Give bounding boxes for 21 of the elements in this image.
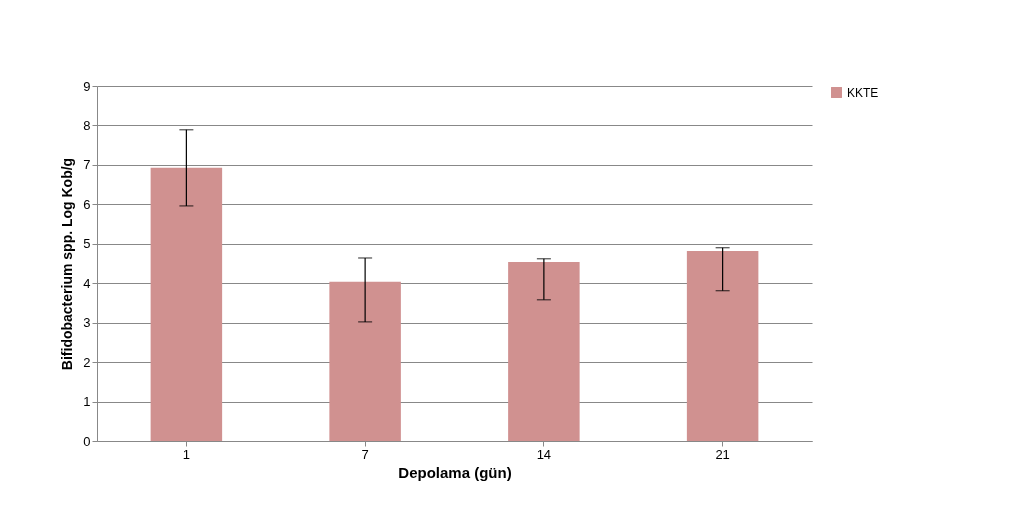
x-tick-label: 14 — [536, 446, 552, 462]
y-tick-label: 7 — [83, 157, 91, 173]
x-tick-label: 21 — [715, 446, 730, 462]
y-tick-label: 2 — [83, 354, 91, 370]
bar — [686, 250, 759, 441]
y-axis-title: Bifidobacterium spp. Log Kob/g — [59, 157, 76, 371]
y-tick-label: 1 — [83, 394, 91, 410]
x-axis-title: Depolama (gün) — [398, 463, 512, 481]
y-tick-label: 5 — [83, 236, 91, 252]
bar — [508, 261, 580, 441]
y-tick-label: 3 — [83, 315, 91, 331]
bar — [329, 281, 401, 441]
y-tick-label: 4 — [83, 275, 91, 291]
y-tick-label: 8 — [83, 117, 91, 133]
bar — [150, 167, 223, 441]
legend-label: KKTE — [847, 85, 879, 100]
y-tick-label: 0 — [83, 433, 91, 449]
y-tick-label: 9 — [83, 78, 91, 94]
y-tick-label: 6 — [83, 196, 91, 212]
x-tick-label: 7 — [361, 446, 369, 462]
x-tick-label: 1 — [182, 446, 190, 462]
